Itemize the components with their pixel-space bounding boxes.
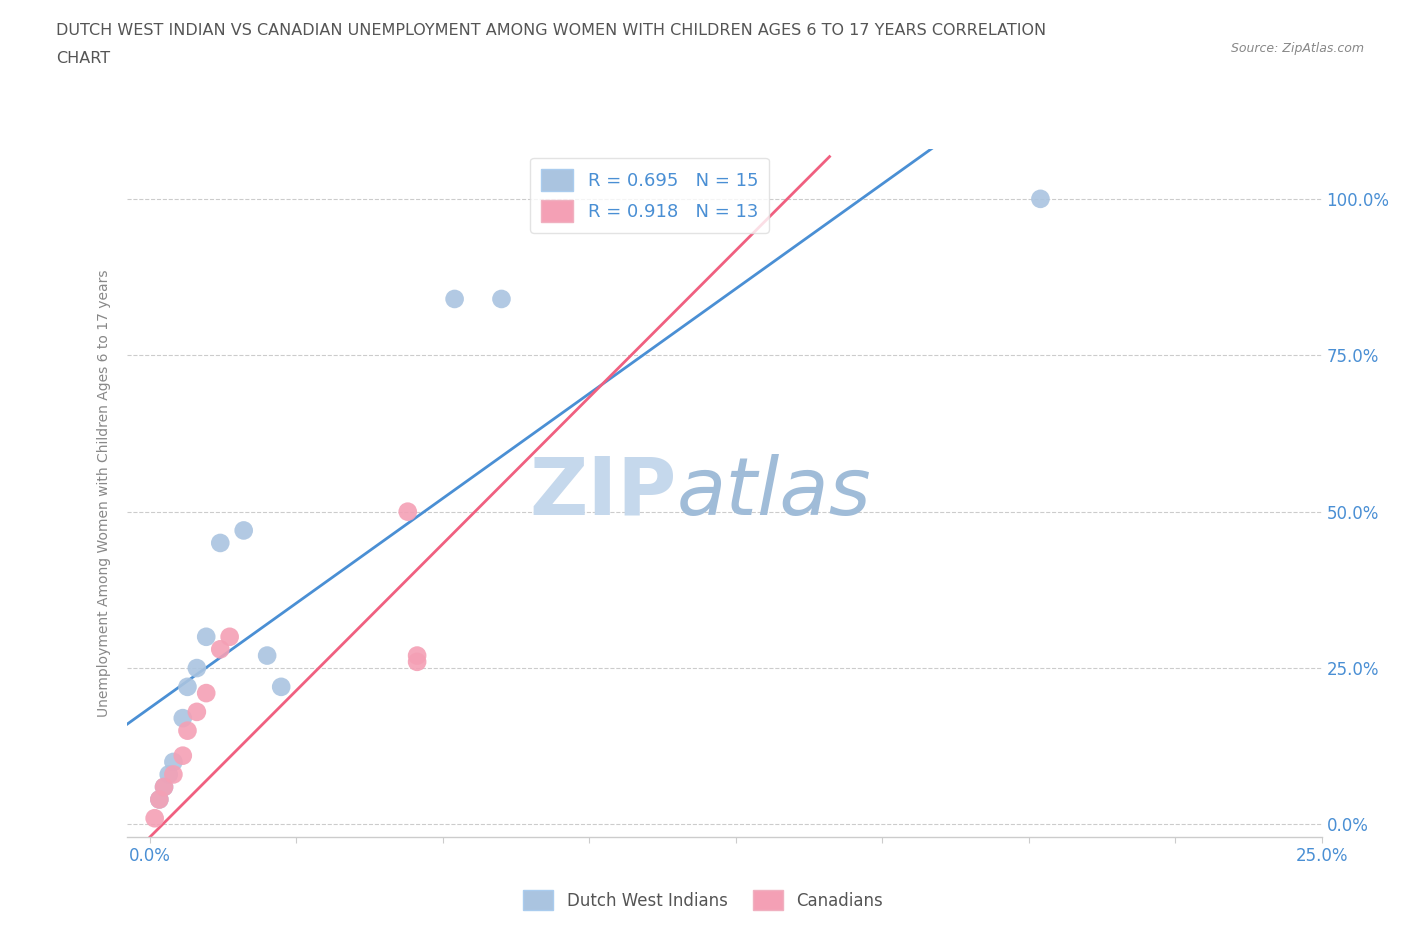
Point — [186, 704, 208, 719]
Text: Source: ZipAtlas.com: Source: ZipAtlas.com — [1230, 42, 1364, 55]
Point — [153, 779, 176, 794]
Point — [172, 711, 194, 725]
Point — [406, 655, 429, 670]
Point — [1029, 192, 1052, 206]
Point — [162, 754, 184, 769]
Point — [256, 648, 278, 663]
Legend: Dutch West Indians, Canadians: Dutch West Indians, Canadians — [516, 884, 890, 917]
Point — [172, 749, 194, 764]
Point — [176, 724, 198, 738]
Point — [162, 767, 184, 782]
Text: DUTCH WEST INDIAN VS CANADIAN UNEMPLOYMENT AMONG WOMEN WITH CHILDREN AGES 6 TO 1: DUTCH WEST INDIAN VS CANADIAN UNEMPLOYME… — [56, 23, 1046, 38]
Text: CHART: CHART — [56, 51, 110, 66]
Point — [195, 685, 218, 700]
Point — [186, 660, 208, 675]
Point — [232, 523, 254, 538]
Point — [148, 792, 170, 807]
Point — [157, 767, 180, 782]
Legend: R = 0.695   N = 15, R = 0.918   N = 13: R = 0.695 N = 15, R = 0.918 N = 13 — [530, 158, 769, 232]
Point — [218, 630, 240, 644]
Text: ZIP: ZIP — [529, 454, 676, 532]
Text: atlas: atlas — [676, 454, 872, 532]
Point — [396, 504, 419, 519]
Point — [195, 630, 218, 644]
Point — [443, 291, 465, 306]
Point — [209, 536, 232, 551]
Point — [270, 680, 292, 695]
Y-axis label: Unemployment Among Women with Children Ages 6 to 17 years: Unemployment Among Women with Children A… — [97, 269, 111, 717]
Point — [143, 811, 166, 826]
Point — [148, 792, 170, 807]
Point — [176, 680, 198, 695]
Point — [209, 642, 232, 657]
Point — [491, 291, 513, 306]
Point — [406, 648, 429, 663]
Point — [153, 779, 176, 794]
